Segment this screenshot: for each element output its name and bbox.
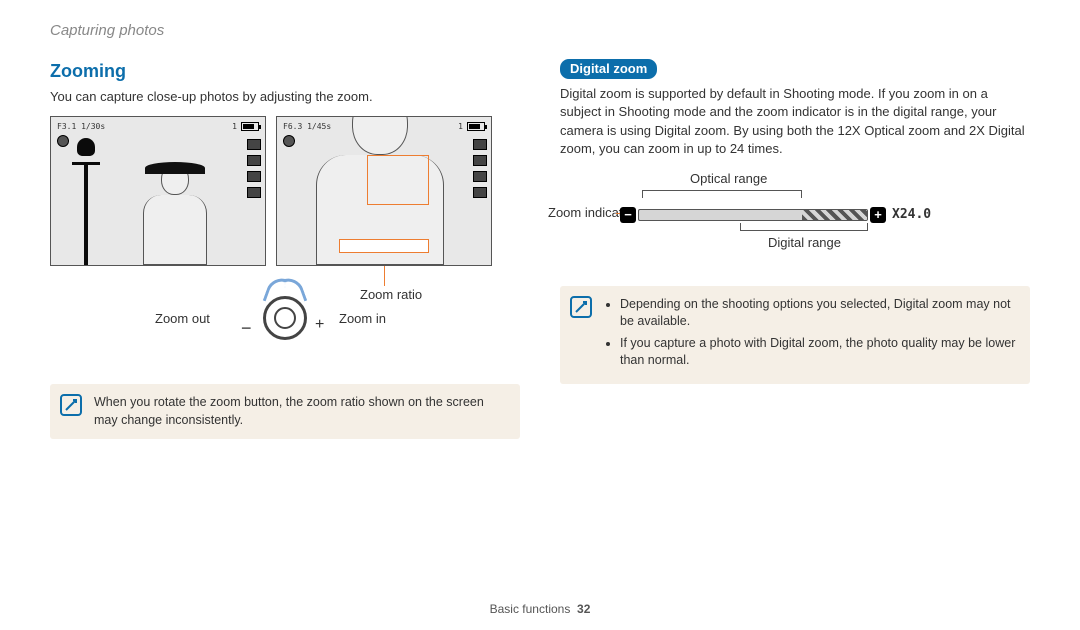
streetlamp-graphic	[61, 138, 111, 265]
digital-zoom-pill: Digital zoom	[560, 59, 657, 79]
section-heading: Zooming	[50, 59, 520, 84]
osd-side-icons	[247, 139, 261, 198]
right-column: Digital zoom Digital zoom is supported b…	[560, 59, 1030, 439]
person-graphic	[143, 163, 207, 265]
plus-icon: +	[315, 314, 324, 336]
note-bullet: If you capture a photo with Digital zoom…	[620, 335, 1016, 370]
bracket-bottom	[740, 223, 868, 231]
zoom-bar	[638, 209, 868, 221]
zoom-dial-figure: − + Zoom out Zoom in	[50, 286, 520, 356]
note-bullet: Depending on the shooting options you se…	[620, 296, 1016, 331]
callout-zoom-in: Zoom in	[339, 310, 386, 328]
note-icon	[60, 394, 82, 416]
digital-segment	[802, 210, 867, 220]
note-icon	[570, 296, 592, 318]
note-text: When you rotate the zoom button, the zoo…	[94, 395, 484, 427]
footer-section: Basic functions	[490, 602, 571, 616]
mode-icon	[283, 135, 295, 147]
callout-zoom-out: Zoom out	[155, 310, 210, 328]
osd-count: 1	[232, 121, 237, 132]
bracket-top	[642, 190, 802, 198]
plus-icon	[870, 207, 886, 223]
label-optical-range: Optical range	[690, 170, 767, 188]
zoom-dial-icon	[263, 296, 307, 340]
osd-exposure: F3.1 1/30s	[57, 121, 105, 132]
battery-icon	[241, 122, 259, 131]
right-intro-text: Digital zoom is supported by default in …	[560, 85, 1030, 158]
osd-side-icons	[473, 139, 487, 198]
zoom-x-value: X24.0	[892, 206, 931, 224]
intro-text: You can capture close-up photos by adjus…	[50, 88, 520, 106]
zoom-indicator-figure: Optical range Zoom indicator X24.0 Digit…	[620, 168, 1030, 268]
af-box	[367, 155, 429, 205]
preview-frame-zoomed: F6.3 1/45s 1	[276, 116, 492, 266]
preview-pair: F3.1 1/30s 1	[50, 116, 520, 266]
zoom-ratio-bar	[339, 239, 429, 253]
footer-page-number: 32	[577, 602, 590, 616]
note-box: When you rotate the zoom button, the zoo…	[50, 384, 520, 439]
preview-frame-wide: F3.1 1/30s 1	[50, 116, 266, 266]
leader-line	[384, 266, 385, 286]
minus-icon: −	[241, 316, 252, 341]
page-footer: Basic functions 32	[0, 601, 1080, 618]
battery-icon	[467, 122, 485, 131]
osd-count: 1	[458, 121, 463, 132]
label-digital-range: Digital range	[768, 234, 841, 252]
minus-icon	[620, 207, 636, 223]
left-column: Zooming You can capture close-up photos …	[50, 59, 520, 439]
breadcrumb: Capturing photos	[50, 20, 1030, 41]
note-box: Depending on the shooting options you se…	[560, 286, 1030, 384]
